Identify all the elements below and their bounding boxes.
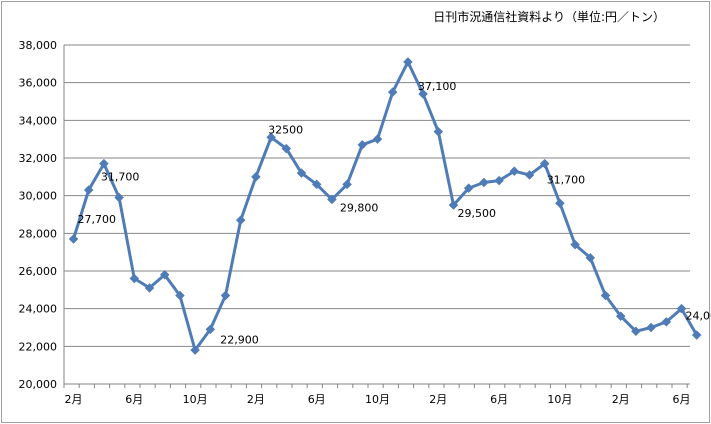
data-point <box>646 322 656 333</box>
x-tick-label: 10月 <box>183 393 208 406</box>
y-tick-label: 22,000 <box>19 340 58 353</box>
data-label: 31,700 <box>101 171 139 184</box>
data-point <box>357 139 368 150</box>
y-tick-label: 20,000 <box>19 378 58 391</box>
data-point <box>190 345 200 355</box>
data-point <box>311 179 322 190</box>
data-point-markers <box>68 57 702 355</box>
x-tick-label: 6月 <box>125 393 143 406</box>
data-point <box>220 290 231 301</box>
data-point <box>144 283 155 293</box>
chart-title: 日刊市況通信社資料より（単位:円／トン） <box>433 9 665 24</box>
x-tick-label: 2月 <box>429 393 447 406</box>
data-point <box>327 194 337 205</box>
data-point <box>296 168 307 178</box>
data-label: 27,700 <box>78 213 117 226</box>
data-point <box>83 185 94 195</box>
data-point <box>129 273 140 284</box>
series-line <box>72 60 698 352</box>
data-point <box>175 290 185 301</box>
data-point <box>251 171 261 182</box>
data-point <box>99 158 109 169</box>
y-tick-label: 30,000 <box>19 190 58 203</box>
data-point <box>555 198 565 209</box>
data-point <box>691 330 702 340</box>
y-tick-label: 34,000 <box>19 114 58 127</box>
data-point <box>266 132 276 143</box>
data-label: 29,500 <box>458 207 497 220</box>
data-point <box>403 57 413 67</box>
data-point <box>631 326 641 337</box>
x-tick-label: 6月 <box>673 393 691 406</box>
data-point <box>372 134 383 145</box>
y-tick-label: 32,000 <box>19 152 58 165</box>
data-point <box>235 215 246 226</box>
data-point <box>205 324 216 335</box>
data-point <box>114 192 124 203</box>
data-point <box>524 170 535 180</box>
data-point <box>433 126 444 137</box>
data-point <box>68 234 79 244</box>
data-point <box>418 89 428 99</box>
y-tick-label: 36,000 <box>19 77 58 90</box>
data-point <box>615 311 626 322</box>
data-point <box>448 200 459 210</box>
data-point <box>342 179 352 190</box>
axes <box>63 45 690 388</box>
data-point <box>387 87 398 97</box>
y-tick-label: 28,000 <box>19 227 58 240</box>
data-point <box>509 166 520 177</box>
x-tick-labels: 2月 6月 10月 2月 6月 10月 2月 6月 10月 2月 6月 <box>65 393 691 406</box>
data-point <box>585 252 596 263</box>
data-point <box>463 183 474 193</box>
series-line-layer <box>72 60 698 352</box>
data-point <box>570 239 580 250</box>
x-tick-label: 10月 <box>547 393 572 406</box>
data-point <box>539 158 550 169</box>
y-tick-label: 38,000 <box>19 39 58 52</box>
x-tick-label: 6月 <box>308 393 326 406</box>
data-label: 32500 <box>268 123 303 136</box>
data-labels: 27,700 31,700 22,900 32500 29,800 37,100 29,50… <box>78 80 711 346</box>
x-tick-label: 2月 <box>65 393 83 406</box>
x-tick-label: 2月 <box>612 393 630 406</box>
data-point <box>159 269 170 280</box>
data-label: 37,100 <box>418 80 457 93</box>
data-label: 31,700 <box>547 174 586 187</box>
data-label: 29,800 <box>340 201 379 214</box>
data-point <box>479 177 489 188</box>
data-point <box>600 290 611 301</box>
x-tick-label: 6月 <box>490 393 508 406</box>
data-point <box>494 175 504 186</box>
y-tick-labels: 20,000 22,000 24,000 26,000 28,000 30,000 32,0… <box>19 39 58 391</box>
data-label: 24,000 <box>686 310 711 323</box>
y-tick-label: 24,000 <box>19 303 58 316</box>
x-tick-label: 10月 <box>365 393 390 406</box>
y-tick-label: 26,000 <box>19 265 58 278</box>
x-tick-label: 2月 <box>247 393 265 406</box>
grid-lines <box>64 44 690 347</box>
data-point <box>281 143 292 154</box>
data-label: 22,900 <box>220 333 258 346</box>
data-point <box>676 303 687 314</box>
data-point <box>661 316 672 327</box>
